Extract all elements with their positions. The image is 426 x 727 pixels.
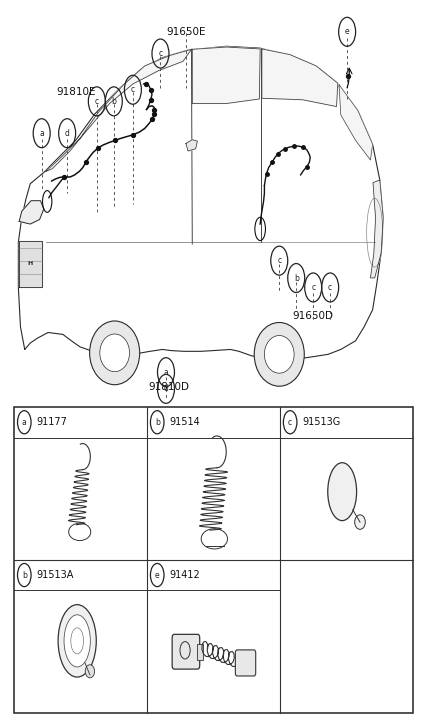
Text: 91177: 91177: [36, 417, 67, 427]
Text: c: c: [95, 97, 99, 106]
Ellipse shape: [58, 605, 96, 677]
Text: 91810E: 91810E: [56, 87, 95, 97]
Text: e: e: [344, 28, 348, 36]
Ellipse shape: [64, 615, 90, 667]
Text: c: c: [130, 85, 135, 95]
Text: a: a: [163, 368, 168, 377]
Ellipse shape: [327, 462, 356, 521]
Polygon shape: [185, 140, 197, 151]
Text: c: c: [288, 418, 291, 427]
Polygon shape: [18, 47, 382, 359]
Text: b: b: [154, 418, 159, 427]
Text: b: b: [111, 97, 116, 106]
FancyBboxPatch shape: [197, 643, 203, 659]
Text: a: a: [39, 129, 44, 137]
Text: c: c: [311, 283, 314, 292]
Polygon shape: [19, 241, 42, 287]
Ellipse shape: [354, 515, 365, 529]
Text: 91513G: 91513G: [301, 417, 340, 427]
Polygon shape: [46, 49, 191, 172]
Text: d: d: [65, 129, 69, 137]
Polygon shape: [192, 47, 259, 103]
Polygon shape: [370, 180, 382, 278]
Ellipse shape: [85, 664, 94, 678]
Text: H: H: [28, 262, 33, 267]
Ellipse shape: [100, 334, 129, 371]
Text: e: e: [155, 571, 159, 579]
Ellipse shape: [89, 321, 139, 385]
Text: 91513A: 91513A: [36, 570, 73, 580]
Text: 91650D: 91650D: [292, 311, 333, 321]
Text: 91810D: 91810D: [148, 382, 189, 392]
Ellipse shape: [264, 336, 294, 373]
Text: 91650E: 91650E: [166, 27, 205, 37]
FancyBboxPatch shape: [235, 650, 255, 676]
Text: c: c: [327, 283, 331, 292]
Text: b: b: [293, 273, 298, 283]
Text: c: c: [158, 49, 162, 58]
FancyBboxPatch shape: [172, 635, 199, 669]
Text: b: b: [22, 571, 27, 579]
Text: 91412: 91412: [169, 570, 199, 580]
Text: c: c: [276, 256, 281, 265]
Text: a: a: [22, 418, 26, 427]
Polygon shape: [261, 49, 337, 107]
Polygon shape: [338, 85, 372, 160]
Polygon shape: [19, 201, 44, 224]
Text: d: d: [163, 385, 168, 393]
Ellipse shape: [253, 323, 304, 386]
Text: 91514: 91514: [169, 417, 199, 427]
